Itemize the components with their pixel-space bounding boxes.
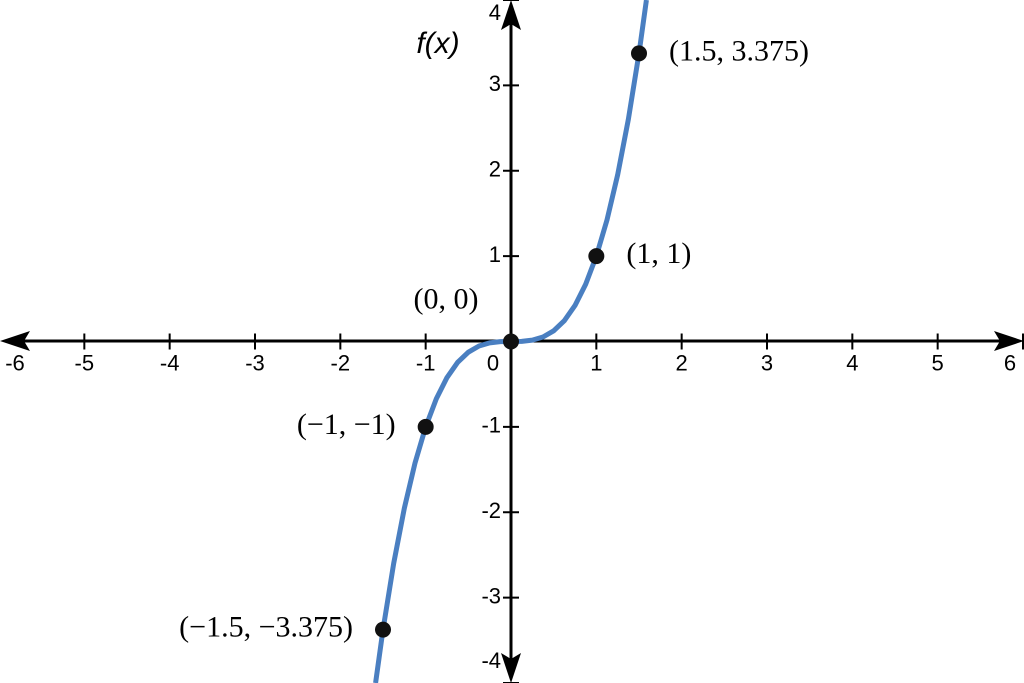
- x-tick-label: 3: [761, 350, 773, 375]
- x-tick-label: 1: [590, 350, 602, 375]
- y-axis-label: f(x): [416, 27, 459, 60]
- y-tick-label: 2: [489, 157, 501, 182]
- arrow-up: [501, 0, 521, 30]
- point: [631, 45, 647, 62]
- x-tick-label: -5: [75, 350, 95, 375]
- y-tick-label: -3: [481, 583, 501, 608]
- point-label: (0, 0): [414, 282, 479, 315]
- x-tick-label: 0: [487, 350, 499, 375]
- x-tick-label: 2: [676, 350, 688, 375]
- y-tick-label: 3: [489, 71, 501, 96]
- x-tick-label: 6: [1004, 350, 1016, 375]
- arrow-left: [0, 331, 30, 351]
- x-tick-label: -4: [160, 350, 180, 375]
- point-label: (−1, −1): [297, 408, 396, 441]
- y-tick-label: -4: [481, 648, 501, 673]
- x-tick-label: 5: [932, 350, 944, 375]
- y-tick-label: 1: [489, 242, 501, 267]
- x-tick-label: 4: [846, 350, 858, 375]
- arrow-right: [994, 331, 1024, 351]
- point-label: (1.5, 3.375): [669, 34, 809, 67]
- point: [503, 333, 519, 350]
- x-tick-label: -1: [416, 350, 436, 375]
- y-tick-label: 4: [489, 0, 501, 25]
- y-tick-label: -1: [481, 413, 501, 438]
- point: [375, 621, 391, 638]
- point: [417, 418, 434, 435]
- x-tick-label: -3: [245, 350, 265, 375]
- y-tick-label: -2: [481, 498, 501, 523]
- point: [588, 248, 605, 265]
- arrow-down: [501, 653, 521, 683]
- point-label: (−1.5, −3.375): [179, 611, 353, 644]
- x-tick-label: -2: [331, 350, 351, 375]
- x-tick-label: -6: [5, 350, 25, 375]
- point-label: (1, 1): [626, 237, 691, 270]
